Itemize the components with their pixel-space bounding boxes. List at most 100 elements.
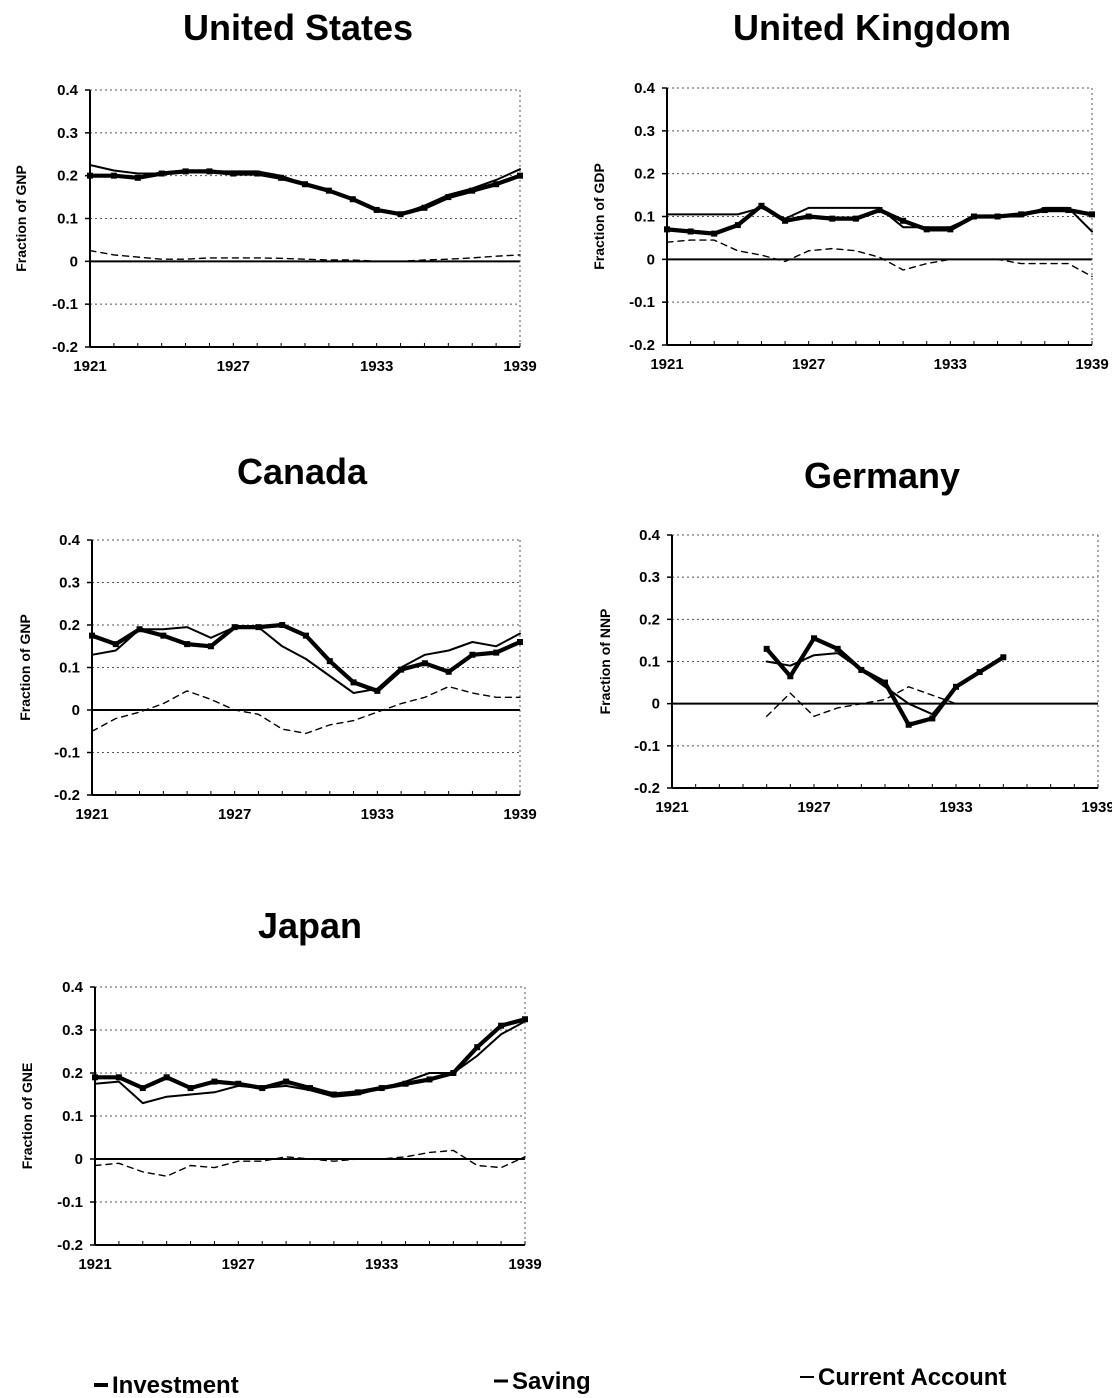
- data-point-investment: [163, 1074, 170, 1081]
- data-point-investment: [947, 226, 954, 233]
- data-point-investment: [687, 228, 694, 235]
- legend-label: Investment: [112, 1372, 239, 1398]
- y-tick-label: 0.2: [62, 1065, 83, 1082]
- data-point-investment: [834, 645, 841, 652]
- y-tick-label: 0.1: [62, 1108, 83, 1125]
- series-line-current-account: [766, 686, 1004, 717]
- y-tick-label: -0.1: [54, 745, 80, 762]
- data-point-investment: [493, 181, 500, 188]
- data-point-investment: [876, 207, 883, 214]
- data-point-investment: [350, 679, 357, 686]
- y-tick-label: -0.2: [629, 337, 655, 354]
- y-tick-label: 0.1: [639, 654, 660, 671]
- y-tick-label: 0: [647, 251, 655, 268]
- data-point-investment: [905, 721, 912, 728]
- x-tick-label: 1927: [792, 356, 825, 373]
- data-point-investment: [1018, 211, 1025, 218]
- y-tick-label: 0.4: [634, 80, 656, 97]
- data-point-investment: [1065, 207, 1072, 214]
- x-tick-label: 1933: [934, 356, 967, 373]
- data-point-investment: [92, 1074, 98, 1081]
- data-point-investment: [426, 1076, 433, 1083]
- data-point-investment: [929, 715, 936, 722]
- data-point-investment: [278, 174, 285, 181]
- y-tick-label: -0.1: [634, 738, 660, 755]
- data-point-investment: [230, 170, 237, 177]
- data-point-investment: [354, 1089, 361, 1096]
- data-point-investment: [89, 632, 95, 639]
- y-axis-label: Fraction of GNP: [17, 614, 33, 721]
- x-tick-label: 1933: [365, 1256, 398, 1273]
- y-tick-label: 0: [652, 696, 660, 713]
- x-tick-label: 1921: [73, 358, 106, 375]
- data-point-investment: [882, 679, 888, 686]
- data-point-investment: [1089, 211, 1095, 218]
- series-line-saving: [91, 626, 521, 694]
- data-point-investment: [474, 1044, 481, 1051]
- y-tick-label: -0.2: [634, 780, 660, 797]
- data-point-investment: [398, 666, 405, 673]
- data-point-investment: [134, 174, 141, 181]
- data-point-investment: [207, 643, 214, 650]
- data-point-investment: [397, 211, 404, 218]
- chart-japan: Japan 0.4 0.3 0.2 0.1 0 -0.1 -0.2 1921 1927 1933 19…: [19, 905, 542, 1273]
- data-point-investment: [787, 673, 794, 680]
- data-point-investment: [307, 1085, 313, 1092]
- data-point-investment: [115, 1074, 122, 1081]
- data-point-investment: [852, 215, 859, 222]
- data-point-investment: [112, 641, 119, 648]
- data-point-investment: [374, 687, 381, 694]
- data-point-investment: [235, 1080, 242, 1087]
- y-tick-label: 0.1: [634, 209, 655, 226]
- legend-label: Current Account: [818, 1364, 1006, 1391]
- series-line-current-account: [94, 1149, 526, 1177]
- data-point-investment: [160, 632, 167, 639]
- data-point-investment: [498, 1022, 505, 1029]
- y-tick-label: 0.2: [639, 611, 660, 628]
- legend-label: Saving: [512, 1368, 591, 1395]
- x-tick-label: 1933: [939, 799, 972, 816]
- data-point-investment: [330, 1091, 337, 1098]
- data-point-investment: [402, 1080, 409, 1087]
- chart-germany: Germany 0.4 0.3 0.2 0.1 0 -0.1 -0.2 1921 1927 1933…: [597, 455, 1112, 816]
- y-tick-label: 0.1: [57, 211, 78, 228]
- x-tick-label: 1933: [360, 358, 393, 375]
- legend-item-saving: Saving: [494, 1368, 591, 1395]
- data-point-investment: [734, 222, 741, 229]
- chart-title: Canada: [237, 451, 368, 492]
- data-point-investment: [326, 658, 333, 665]
- y-tick-label: 0.1: [59, 660, 80, 677]
- x-tick-label: 1921: [78, 1256, 111, 1273]
- y-tick-label: -0.2: [54, 787, 80, 804]
- data-point-investment: [302, 181, 308, 188]
- x-tick-label: 1927: [797, 799, 830, 816]
- data-point-investment: [805, 213, 812, 220]
- data-point-investment: [782, 217, 789, 224]
- x-tick-label: 1939: [1075, 356, 1108, 373]
- y-tick-label: 0.2: [634, 166, 655, 183]
- series-line-current-account: [91, 685, 521, 735]
- data-point-investment: [421, 660, 428, 667]
- y-tick-label: 0.4: [639, 527, 661, 544]
- data-point-investment: [469, 651, 476, 658]
- x-tick-label: 1933: [361, 806, 394, 823]
- data-point-investment: [517, 172, 523, 179]
- x-tick-label: 1921: [75, 806, 108, 823]
- data-point-investment: [923, 226, 930, 233]
- data-point-investment: [445, 194, 452, 201]
- data-point-investment: [136, 626, 143, 633]
- data-point-investment: [373, 206, 380, 213]
- data-point-investment: [664, 226, 670, 233]
- y-tick-label: 0.3: [634, 123, 655, 140]
- data-point-investment: [231, 624, 238, 631]
- data-point-investment: [522, 1016, 528, 1023]
- chart-canada: Canada 0.4 0.3 0.2 0.1 0 -0.1 -0.2 1921 1927 1933 1…: [17, 451, 537, 823]
- x-tick-label: 1927: [222, 1256, 255, 1273]
- y-tick-label: -0.1: [629, 294, 655, 311]
- y-tick-label: 0.3: [639, 569, 660, 586]
- y-tick-label: 0.4: [62, 979, 84, 996]
- y-axis-label: Fraction of NNP: [597, 609, 613, 715]
- data-point-investment: [469, 187, 476, 194]
- data-point-investment: [378, 1085, 385, 1092]
- y-axis-label: Fraction of GNE: [19, 1063, 35, 1170]
